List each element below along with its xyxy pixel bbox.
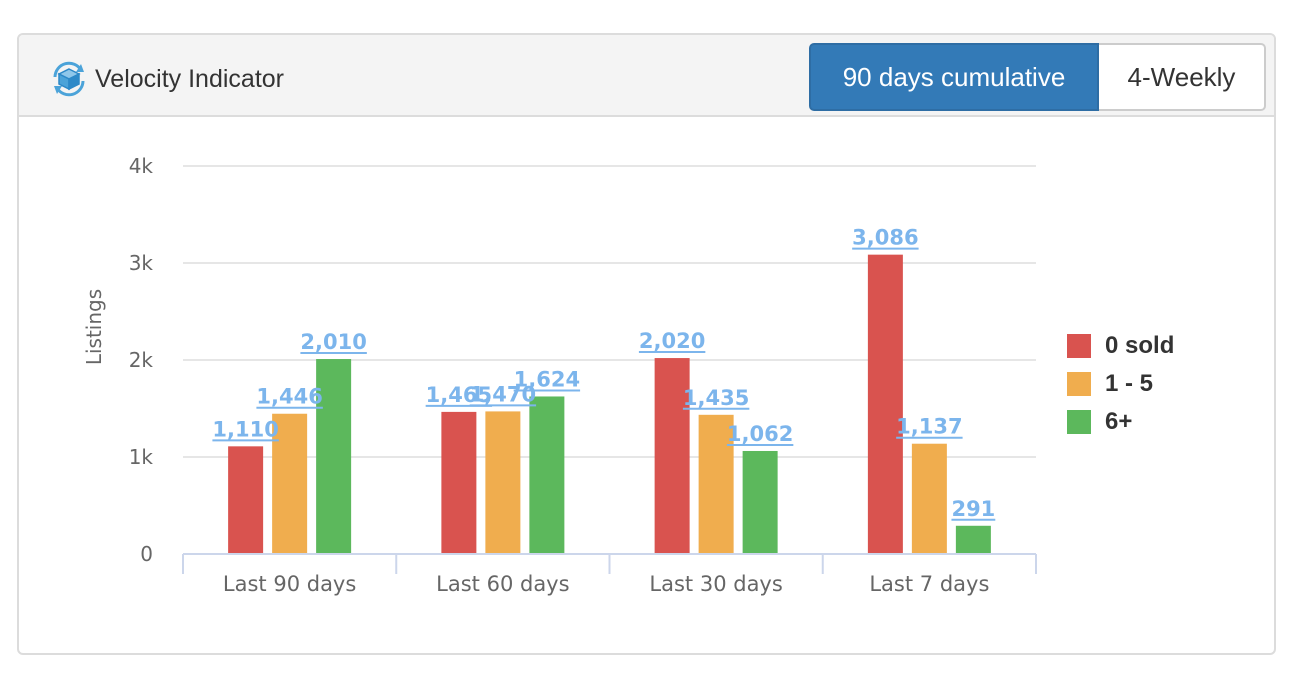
y-tick-label: 3k [129, 251, 154, 275]
data-label: 3,086 [852, 226, 918, 250]
bar[interactable] [272, 413, 308, 554]
bar[interactable] [955, 525, 991, 554]
x-tick-label: Last 60 days [436, 572, 569, 596]
box-refresh-icon [53, 61, 85, 97]
bars [228, 254, 991, 554]
data-label: 1,137 [896, 415, 962, 439]
data-label: 1,624 [514, 367, 580, 391]
y-tick-label: 4k [129, 154, 154, 178]
data-label: 1,446 [256, 385, 322, 409]
bar[interactable] [911, 443, 947, 554]
x-tick-label: Last 90 days [223, 572, 356, 596]
bar[interactable] [485, 411, 521, 554]
bar[interactable] [441, 411, 477, 554]
legend-label: 1 - 5 [1105, 370, 1154, 397]
legend-swatch [1067, 410, 1091, 434]
data-label: 1,062 [727, 422, 793, 446]
data-label: 2,020 [639, 329, 705, 353]
data-label: 1,435 [683, 386, 749, 410]
bar[interactable] [316, 359, 352, 554]
x-tick-label: Last 7 days [869, 572, 989, 596]
grid-lines [183, 165, 1036, 458]
legend-item-1-5[interactable]: 1 - 5 [1067, 365, 1174, 403]
data-label: 1,110 [212, 417, 278, 441]
legend-label: 0 sold [1105, 332, 1175, 359]
legend: 0 sold 1 - 5 6+ [1067, 327, 1174, 441]
y-tick-label: 0 [140, 542, 153, 566]
data-label: 291 [951, 497, 995, 521]
weekly-button[interactable]: 4-Weekly [1099, 43, 1266, 111]
legend-swatch [1067, 334, 1091, 358]
y-axis-ticks: 0 1k 2k 3k 4k [129, 154, 154, 566]
x-axis: Last 90 days Last 60 days Last 30 days Last… [182, 553, 1037, 596]
cumulative-button[interactable]: 90 days cumulative [809, 43, 1099, 111]
title-text: Velocity Indicator [95, 65, 284, 93]
bar[interactable] [529, 396, 565, 554]
data-label: 2,010 [300, 330, 366, 354]
bar[interactable] [654, 358, 690, 554]
data-label: 1,470 [470, 382, 536, 406]
panel-header: Velocity Indicator 90 days cumulative 4-… [19, 35, 1274, 117]
bar[interactable] [228, 446, 264, 554]
legend-swatch [1067, 372, 1091, 396]
y-axis-label: Listings [82, 289, 106, 365]
legend-label: 6+ [1105, 408, 1133, 435]
legend-item-6-plus[interactable]: 6+ [1067, 403, 1174, 441]
x-tick-label: Last 30 days [649, 572, 782, 596]
legend-item-0-sold[interactable]: 0 sold [1067, 327, 1174, 365]
panel-title: Velocity Indicator [47, 57, 284, 101]
view-toggle: 90 days cumulative 4-Weekly [809, 43, 1266, 111]
y-tick-label: 2k [129, 348, 154, 372]
bar[interactable] [698, 414, 734, 554]
bar[interactable] [742, 450, 778, 554]
data-label: 1,465 [426, 383, 492, 407]
velocity-panel: Velocity Indicator 90 days cumulative 4-… [17, 33, 1276, 655]
bar[interactable] [867, 254, 903, 554]
y-tick-label: 1k [129, 445, 154, 469]
